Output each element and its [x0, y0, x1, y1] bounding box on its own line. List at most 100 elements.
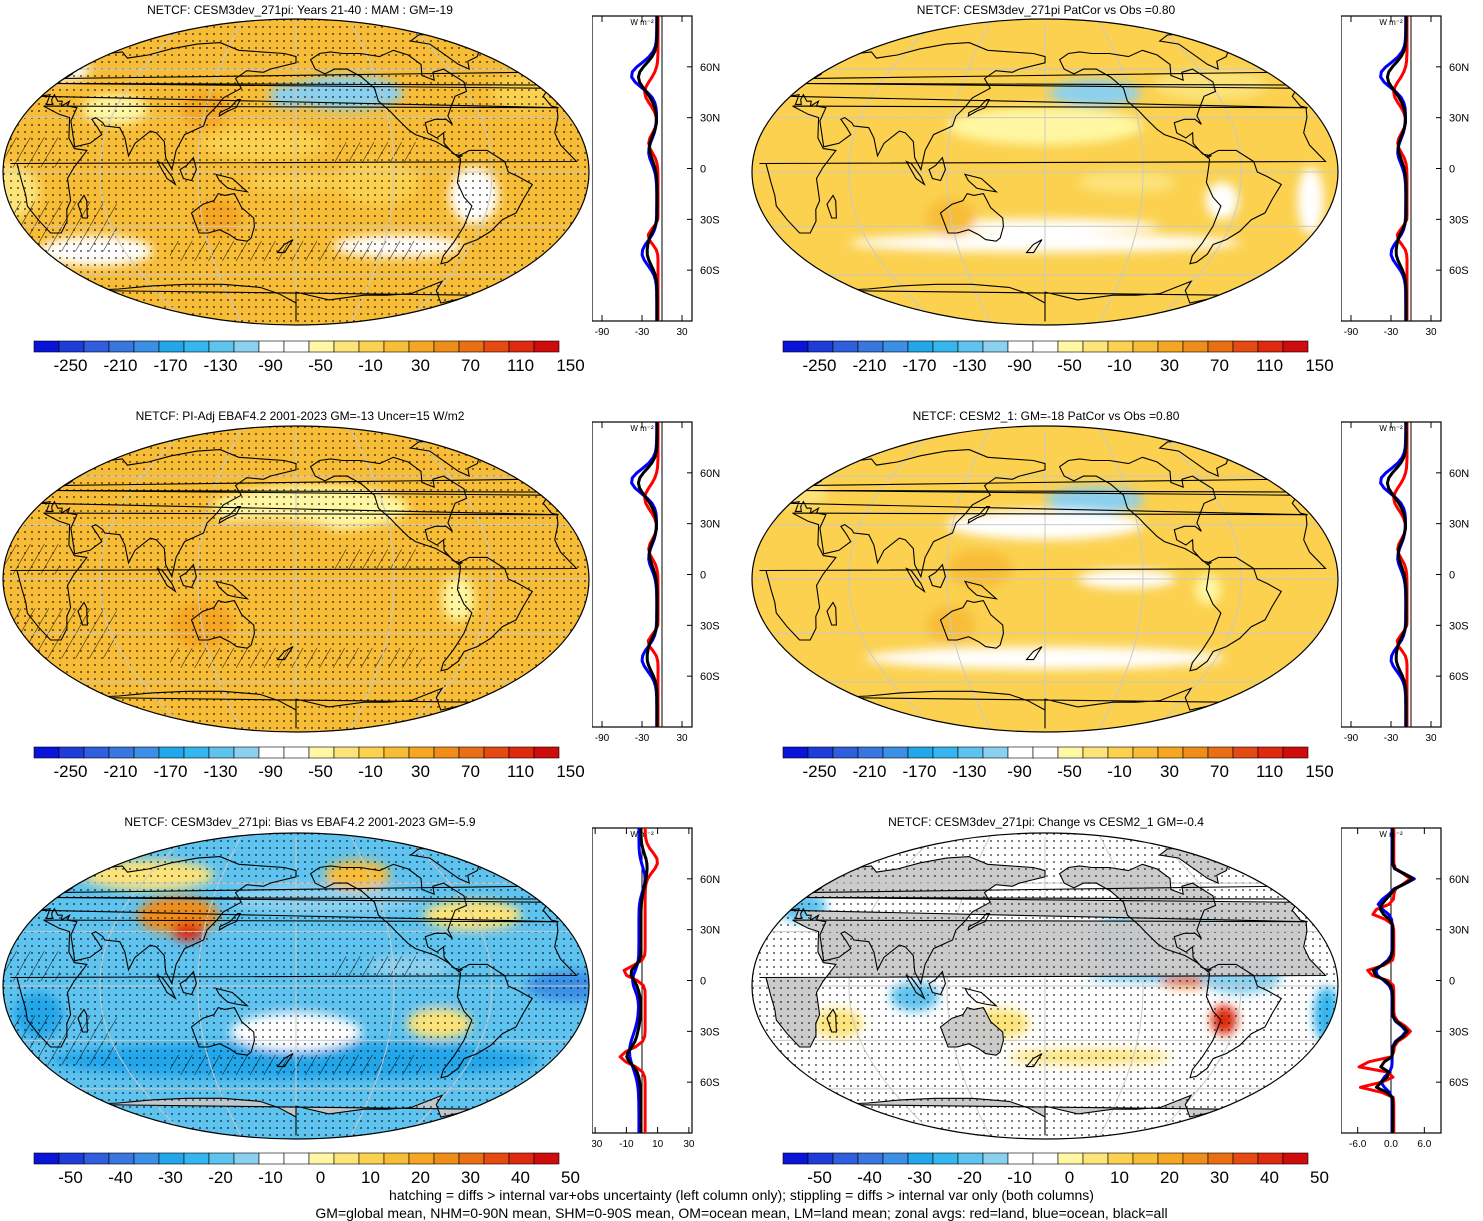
zonal-x-tick-label: -10	[619, 1139, 634, 1150]
colorbar-tick-label: -130	[952, 762, 987, 781]
zonal-y-tick-label: 0	[700, 570, 706, 582]
coastline-borneo	[179, 156, 197, 182]
colorbar-swatch	[33, 340, 60, 353]
zonal-curve-black	[1385, 16, 1408, 321]
zonal-y-tick-label: 60N	[700, 468, 720, 480]
zonal-x-tick-label: -30	[1384, 327, 1399, 338]
colorbar-swatch	[133, 1152, 160, 1165]
colorbar-swatch	[158, 1152, 185, 1165]
coastline-namerica	[1058, 863, 1217, 973]
coastline-africa	[759, 512, 1327, 641]
coastline-australia	[190, 192, 255, 242]
coastline-japan	[967, 912, 991, 932]
coastline-borneo	[928, 970, 946, 996]
map-border	[751, 832, 1339, 1140]
zonal-y-tick-label: 0	[700, 976, 706, 988]
colorbar-tick-label: 0	[1064, 1168, 1075, 1187]
coastline-namerica	[309, 863, 468, 973]
zonal-y-tick-label: 60S	[1449, 1077, 1469, 1089]
colorbar-swatch	[1157, 746, 1184, 759]
map-border	[2, 18, 590, 326]
colorbar-tick-label: -10	[358, 762, 383, 781]
colorbar-labels-4: -250 -210 -170 -130 -90 -50 -10 30 70 110 150	[782, 762, 1333, 784]
zonal-unit-label: W m⁻²	[630, 424, 654, 433]
zonal-unit-label: W m⁻²	[1379, 18, 1403, 27]
coastline-borneo	[928, 156, 946, 182]
colorbar-swatch	[1082, 746, 1109, 759]
colorbar-swatch	[782, 1152, 809, 1165]
panel-title-6: NETCF: CESM3dev_271pi: Change vs CESM2_1…	[888, 815, 1204, 829]
zonal-mean-plot-3: -90 -30 30 60N 30N 0 30S 60S W m⁻²	[592, 421, 720, 744]
colorbar-swatch	[483, 746, 510, 759]
colorbar-swatch	[408, 340, 435, 353]
colorbar-tick-label: -10	[1007, 1168, 1032, 1187]
panel-title-1: NETCF: CESM3dev_271pi: Years 21-40 : MAM…	[147, 3, 453, 17]
graticule-meridian	[197, 22, 242, 322]
coastline-sumatra	[905, 974, 926, 1000]
colorbar-swatch	[158, 340, 185, 353]
colorbar-tick-label: 10	[1110, 1168, 1129, 1187]
coastline-eurasia	[39, 42, 559, 172]
colorbar-swatch	[1107, 746, 1134, 759]
map-panel-5	[2, 832, 590, 1140]
colorbar-swatch	[533, 1152, 560, 1165]
colorbar-tick-label: -10	[258, 1168, 283, 1187]
graticule-meridian	[350, 22, 395, 322]
colorbar-swatch	[133, 340, 160, 353]
colorbar-swatch	[1107, 340, 1134, 353]
coastline-eurasia	[788, 856, 1308, 986]
colorbar-tick-label: -20	[957, 1168, 982, 1187]
coastline-eurasia	[788, 449, 1308, 579]
colorbar-swatch	[408, 746, 435, 759]
zonal-y-tick-label: 60S	[700, 1077, 720, 1089]
zonal-y-tick-label: 30S	[1449, 1026, 1469, 1038]
coastline-japan	[218, 98, 242, 118]
graticule-meridian	[350, 836, 395, 1136]
zonal-curve-red	[618, 827, 659, 1133]
colorbar-swatch	[208, 340, 235, 353]
colorbar-tick-label: -210	[103, 356, 138, 375]
colorbar-labels-5: -50 -40 -30 -20 -10 0 10 20 30 40 50	[33, 1168, 580, 1190]
colorbar-labels-6: -50 -40 -30 -20 -10 0 10 20 30 40 50	[782, 1168, 1329, 1190]
colorbar-swatch	[1207, 746, 1234, 759]
colorbar-tick-label: 70	[461, 356, 480, 375]
zonal-curve-red	[643, 422, 660, 727]
colorbar-swatch	[383, 340, 410, 353]
colorbar-swatch	[308, 746, 335, 759]
coastline-madagascar	[826, 194, 837, 219]
colorbar-swatch	[183, 746, 210, 759]
colorbar-swatch	[308, 340, 335, 353]
colorbar-swatch	[483, 340, 510, 353]
colorbar-labels-3: -250 -210 -170 -130 -90 -50 -10 30 70 110 150	[33, 762, 584, 784]
colorbar-swatch	[907, 746, 934, 759]
colorbar-swatch	[1207, 1152, 1234, 1165]
colorbar-swatch	[108, 340, 135, 353]
zonal-y-tick-label: 60S	[1449, 265, 1469, 277]
colorbar-tick-label: -170	[153, 762, 188, 781]
colorbar-tick-label: 30	[1160, 762, 1179, 781]
colorbar-swatch	[208, 1152, 235, 1165]
graticule-meridian	[99, 836, 187, 1136]
footer-legend-line-1: hatching = diffs > internal var+obs unce…	[389, 1187, 1094, 1203]
colorbar-tick-label: -10	[358, 356, 383, 375]
field-anomaly	[1297, 166, 1324, 235]
colorbar-tick-label: 110	[506, 762, 535, 781]
colorbar-tick-label: 70	[1210, 356, 1229, 375]
coastline-samerica	[440, 149, 534, 265]
colorbar-swatch	[458, 746, 485, 759]
colorbar-tick-label: 70	[461, 762, 480, 781]
coastlines	[10, 846, 578, 1136]
colorbar-swatch	[233, 746, 260, 759]
zonal-curve-red	[643, 16, 660, 321]
colorbar-swatch	[807, 1152, 834, 1165]
zonal-x-tick-label: -6.0	[1349, 1139, 1367, 1150]
colorbar-swatch	[1057, 746, 1084, 759]
colorbar-tick-label: 150	[1305, 762, 1334, 781]
colorbar-tick-label: 40	[511, 1168, 530, 1187]
map-border	[751, 425, 1339, 733]
colorbar-swatch	[1157, 340, 1184, 353]
colorbar-tick-label: -130	[203, 356, 238, 375]
zonal-curve-black	[1385, 422, 1408, 727]
colorbar-tick-label: -210	[103, 762, 138, 781]
colorbar-tick-label: -210	[852, 762, 887, 781]
